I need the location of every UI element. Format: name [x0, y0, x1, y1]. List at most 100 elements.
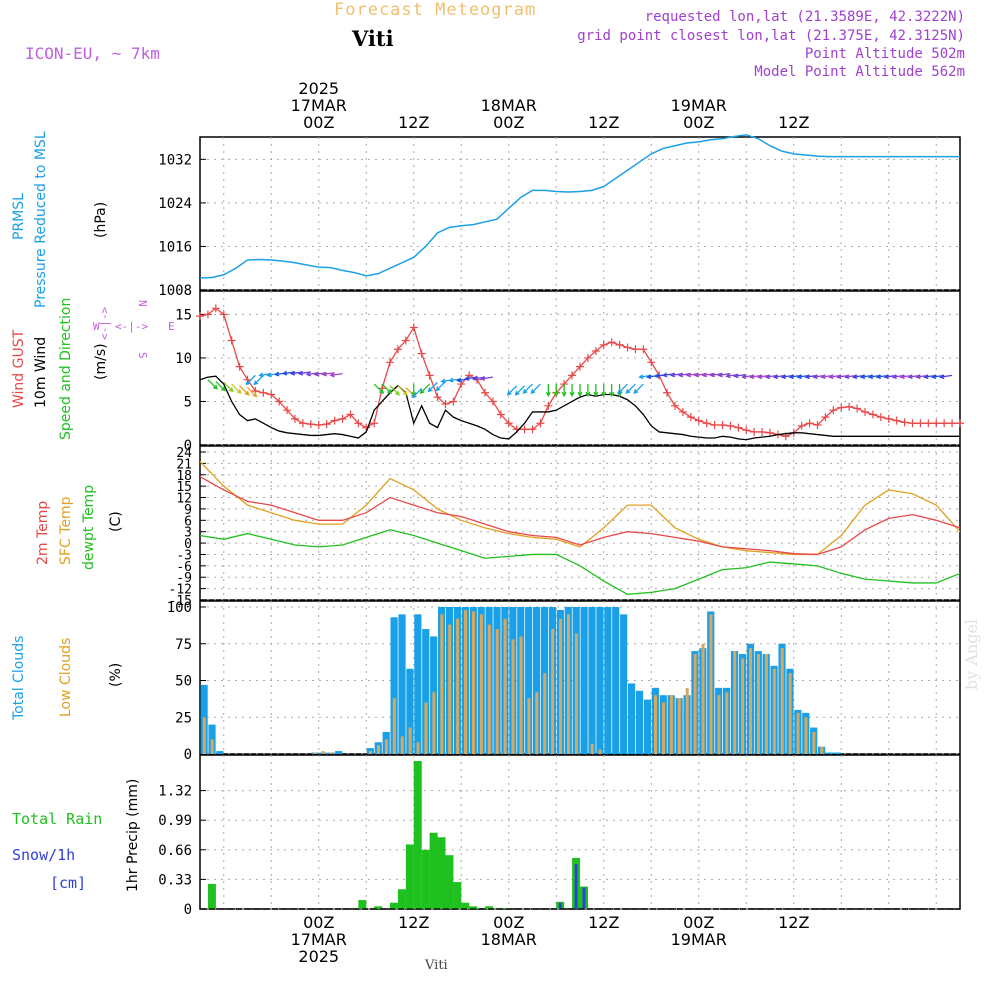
compass-south: S — [136, 352, 149, 359]
gust-marker — [718, 420, 727, 429]
y-tick-label: 0 — [184, 747, 192, 763]
y-tick-label: 12 — [176, 492, 192, 507]
low-cloud-bar — [384, 739, 388, 754]
gust-marker — [710, 420, 719, 429]
total-cloud-bar — [398, 614, 406, 754]
low-cloud-bar — [574, 633, 578, 754]
gust-marker — [219, 310, 228, 319]
total-cloud-bar — [643, 699, 652, 754]
low-cloud-bar — [329, 752, 333, 754]
dewpoint-label: dewpt Temp — [81, 485, 97, 570]
gust-marker — [203, 310, 212, 319]
gust-marker — [583, 353, 592, 362]
top-time-label: 00Z — [683, 113, 714, 132]
total-cloud-bar — [596, 607, 604, 754]
wind-direction-arrow — [601, 384, 607, 398]
bottom-time-label: 00Z — [303, 913, 334, 932]
low-cloud-bar — [772, 668, 776, 754]
total-clouds-label: Total Clouds — [11, 636, 27, 721]
bottom-time-label: 18MAR — [481, 930, 537, 949]
top-time-label: 18MAR — [481, 96, 537, 115]
wind-direction-arrow — [625, 383, 636, 395]
gust-marker — [528, 425, 537, 434]
gust-marker — [868, 410, 877, 419]
rain-bar — [437, 837, 446, 909]
gust-marker — [948, 419, 957, 428]
wind-label: 10m Wind — [33, 337, 49, 408]
wind-direction-arrow — [321, 371, 335, 377]
wind-direction-arrow — [215, 380, 226, 392]
snow-label: Snow/1h — [12, 846, 75, 864]
y-tick-label: 0 — [184, 537, 192, 552]
wind-direction-arrow — [479, 375, 494, 381]
wind-direction-arrow — [939, 374, 953, 380]
gust-marker — [639, 345, 648, 354]
gust-marker — [884, 414, 893, 423]
footer-location: Viti — [425, 958, 448, 973]
header-title: Forecast Meteogram — [334, 0, 537, 20]
gust-marker — [386, 358, 394, 367]
wind-direction-arrow — [223, 381, 234, 393]
low-cloud-bar — [654, 695, 658, 754]
y-tick-label: -6 — [176, 560, 192, 575]
gust-marker — [568, 371, 577, 380]
y-tick-label: 9 — [184, 503, 192, 518]
gust-marker — [283, 406, 292, 415]
top-time-label: 00Z — [303, 113, 334, 132]
total-cloud-bar — [588, 607, 596, 754]
total-cloud-bar — [335, 751, 343, 754]
gust-marker — [306, 420, 315, 429]
wind-speed-line — [199, 375, 960, 441]
y-tick-label: 24 — [176, 446, 192, 461]
rain-bar — [453, 882, 462, 909]
direction-label: Speed and Direction — [58, 298, 74, 440]
low-cloud-bar — [756, 654, 760, 754]
gust-marker — [750, 427, 759, 436]
y-tick-label: 1.32 — [158, 784, 192, 800]
low-cloud-bar — [566, 614, 570, 754]
gust-marker — [734, 423, 743, 432]
gust-marker — [686, 413, 695, 422]
gust-marker — [449, 397, 458, 406]
gust-marker — [346, 410, 355, 419]
requested-coords: requested lon,lat (21.3589E, 42.3222N) — [644, 9, 965, 25]
wind-direction-arrow — [389, 385, 400, 396]
low-cloud-bar — [369, 751, 373, 754]
gust-marker — [488, 397, 497, 406]
pressure-line — [199, 134, 960, 279]
bottom-time-label: 12Z — [778, 913, 809, 932]
low-cloud-bar — [479, 614, 483, 754]
wind-direction-arrow — [419, 383, 431, 395]
low-cloud-bar — [519, 636, 523, 754]
wind-direction-arrow — [411, 387, 423, 399]
gust-marker — [425, 371, 434, 380]
wind-direction-arrow — [506, 385, 518, 396]
low-cloud-bar — [202, 717, 206, 754]
bottom-time-label: 12Z — [398, 913, 429, 932]
rain-bar — [469, 906, 478, 909]
rain-bar — [421, 849, 430, 909]
snow-bar — [574, 864, 578, 909]
rain-bar — [390, 902, 398, 909]
gust-marker — [671, 401, 679, 410]
y-tick-label: -15 — [169, 594, 192, 609]
rain-label: Total Rain — [12, 810, 102, 828]
gust-marker — [956, 419, 964, 428]
gust-marker — [433, 393, 442, 402]
low-cloud-bar — [543, 673, 547, 754]
y-tick-label: 0.66 — [158, 843, 192, 859]
rain-bar — [397, 889, 406, 909]
gust-marker — [908, 419, 917, 428]
total-cloud-bar — [216, 751, 224, 754]
top-time-label: 00Z — [493, 113, 524, 132]
low-cloud-bar — [559, 618, 563, 754]
low-cloud-bar — [820, 746, 824, 754]
y-tick-label: 0 — [184, 902, 192, 918]
low-cloud-bar — [471, 611, 475, 754]
y-tick-label: 1008 — [158, 283, 192, 299]
total-cloud-bar — [833, 752, 842, 754]
y-tick-label: -9 — [176, 571, 192, 586]
low-cloud-bar — [448, 624, 452, 754]
gust-marker — [409, 323, 418, 332]
y-tick-label: 1016 — [158, 239, 192, 255]
